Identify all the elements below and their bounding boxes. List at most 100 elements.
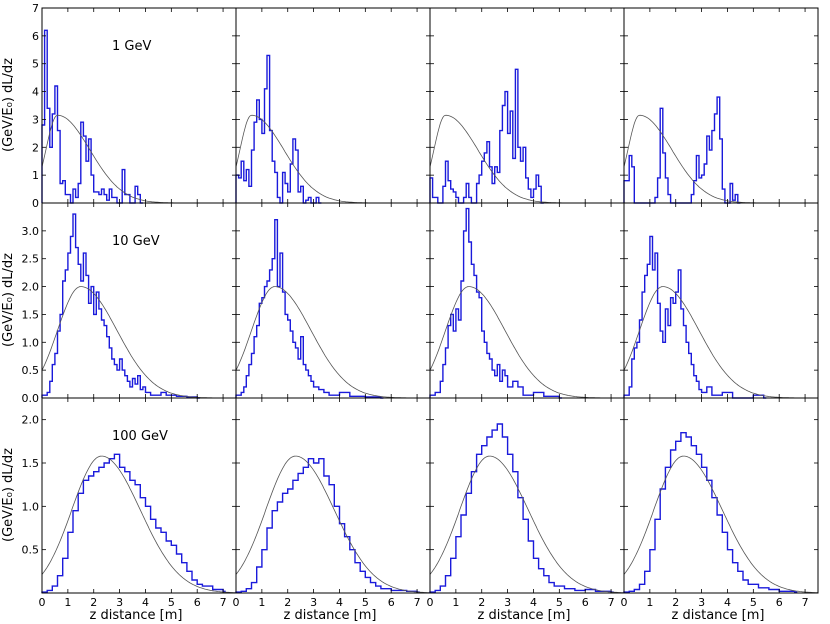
y-tick-label: 1 bbox=[32, 169, 39, 182]
chart-panel bbox=[623, 202, 819, 399]
panel-frame bbox=[235, 202, 431, 399]
panel-frame bbox=[429, 397, 625, 594]
fit-curve bbox=[235, 455, 431, 594]
panel-frame bbox=[41, 7, 237, 204]
x-axis-label: z distance [m] bbox=[90, 608, 183, 623]
y-tick-label: 3.0 bbox=[22, 225, 40, 238]
fit-curve bbox=[41, 286, 236, 399]
panel-frame bbox=[235, 397, 431, 594]
x-tick-label: 1 bbox=[64, 596, 71, 609]
x-tick-label: 2 bbox=[478, 596, 485, 609]
x-axis-label: z distance [m] bbox=[478, 608, 571, 623]
x-tick-label: 0 bbox=[233, 596, 240, 609]
x-tick-label: 5 bbox=[362, 596, 369, 609]
x-axis-label: z distance [m] bbox=[284, 608, 377, 623]
x-tick-label: 4 bbox=[142, 596, 149, 609]
panel-frame bbox=[41, 202, 237, 399]
histogram-series bbox=[41, 453, 226, 593]
energy-label: 1 GeV bbox=[112, 39, 151, 54]
x-tick-label: 2 bbox=[90, 596, 97, 609]
x-tick-label: 7 bbox=[414, 596, 421, 609]
fit-curve bbox=[623, 286, 818, 399]
x-tick-label: 1 bbox=[646, 596, 653, 609]
histogram-series bbox=[623, 96, 741, 204]
x-tick-label: 0 bbox=[621, 596, 628, 609]
x-tick-label: 3 bbox=[504, 596, 511, 609]
x-tick-label: 5 bbox=[168, 596, 175, 609]
y-tick-label: 2.5 bbox=[22, 253, 40, 266]
histogram-series bbox=[623, 235, 767, 399]
energy-label: 10 GeV bbox=[112, 234, 160, 249]
chart-panel: 0 1 2 3 4 5 6 7 bbox=[233, 397, 431, 609]
x-tick-label: 5 bbox=[750, 596, 757, 609]
fit-curve bbox=[623, 114, 818, 204]
x-tick-label: 6 bbox=[776, 596, 783, 609]
x-tick-label: 4 bbox=[336, 596, 343, 609]
y-tick-label: 1.5 bbox=[22, 308, 40, 321]
x-tick-label: 6 bbox=[582, 596, 589, 609]
fit-curve bbox=[429, 455, 625, 594]
x-tick-label: 0 bbox=[427, 596, 434, 609]
x-tick-label: 2 bbox=[672, 596, 679, 609]
panel-frame bbox=[429, 7, 625, 204]
histogram-series bbox=[429, 423, 614, 593]
chart-panel bbox=[623, 7, 819, 204]
x-tick-label: 3 bbox=[116, 596, 123, 609]
y-tick-label: 0 bbox=[32, 197, 39, 210]
panel-frame bbox=[429, 202, 625, 399]
fit-curve bbox=[429, 114, 624, 204]
y-tick-label: 2.0 bbox=[22, 414, 40, 427]
x-tick-label: 7 bbox=[608, 596, 615, 609]
chart-panel: 0 1 2 3 4 5 6 7 bbox=[427, 397, 625, 609]
y-axis-label: (GeV/E₀) dL/dz bbox=[1, 253, 16, 347]
fit-curve bbox=[235, 286, 430, 399]
panel-frame bbox=[623, 397, 819, 594]
y-tick-label: 0.5 bbox=[22, 364, 40, 377]
y-tick-label: 5 bbox=[32, 58, 39, 71]
x-axis-label: z distance [m] bbox=[672, 608, 765, 623]
y-tick-label: 1.0 bbox=[22, 336, 40, 349]
y-tick-label: 4 bbox=[32, 86, 39, 99]
energy-label: 100 GeV bbox=[112, 429, 168, 444]
x-tick-label: 3 bbox=[698, 596, 705, 609]
histogram-series bbox=[41, 29, 143, 204]
y-axis-label: (GeV/E₀) dL/dz bbox=[1, 58, 16, 152]
fit-curve bbox=[429, 286, 624, 399]
panel-grid: 0 1 2 3 4 5 6 7 1 GeV 0.0 0.5 1.0 1.5 2.0 2.5 3.0 10 GeV… bbox=[22, 2, 819, 609]
x-tick-label: 5 bbox=[556, 596, 563, 609]
chart-panel: 0 1 2 3 4 5 6 7 bbox=[621, 397, 819, 609]
x-tick-label: 3 bbox=[310, 596, 317, 609]
histogram-series bbox=[41, 213, 200, 399]
panel-frame bbox=[623, 202, 819, 399]
y-axis-label: (GeV/E₀) dL/dz bbox=[1, 448, 16, 542]
x-tick-label: 4 bbox=[530, 596, 537, 609]
chart-panel bbox=[429, 7, 625, 204]
chart-panel bbox=[235, 7, 431, 204]
x-tick-label: 6 bbox=[194, 596, 201, 609]
x-tick-label: 1 bbox=[258, 596, 265, 609]
histogram-series bbox=[623, 432, 798, 593]
y-tick-label: 1.0 bbox=[22, 500, 40, 513]
y-tick-label: 3 bbox=[32, 113, 39, 126]
y-tick-label: 2.0 bbox=[22, 281, 40, 294]
chart-panel bbox=[429, 202, 625, 399]
histogram-series bbox=[235, 54, 322, 204]
y-tick-label: 7 bbox=[32, 2, 39, 15]
histogram-series bbox=[235, 219, 384, 399]
x-tick-label: 2 bbox=[284, 596, 291, 609]
fit-curve bbox=[623, 455, 819, 594]
chart-panel: 0 1 2 3 4 5 6 7 0.5 1.0 1.5 2.0 100 GeV bbox=[22, 397, 237, 609]
x-tick-label: 7 bbox=[220, 596, 227, 609]
histogram-series bbox=[429, 207, 562, 399]
fit-curve bbox=[41, 455, 237, 594]
x-tick-label: 4 bbox=[724, 596, 731, 609]
y-tick-label: 1.5 bbox=[22, 457, 40, 470]
panel-frame bbox=[623, 7, 819, 204]
y-tick-label: 0.5 bbox=[22, 544, 40, 557]
y-tick-label: 6 bbox=[32, 30, 39, 43]
y-tick-label: 2 bbox=[32, 141, 39, 154]
x-tick-label: 0 bbox=[39, 596, 46, 609]
x-tick-label: 7 bbox=[802, 596, 809, 609]
chart-panel: 0 1 2 3 4 5 6 7 1 GeV bbox=[32, 2, 237, 210]
